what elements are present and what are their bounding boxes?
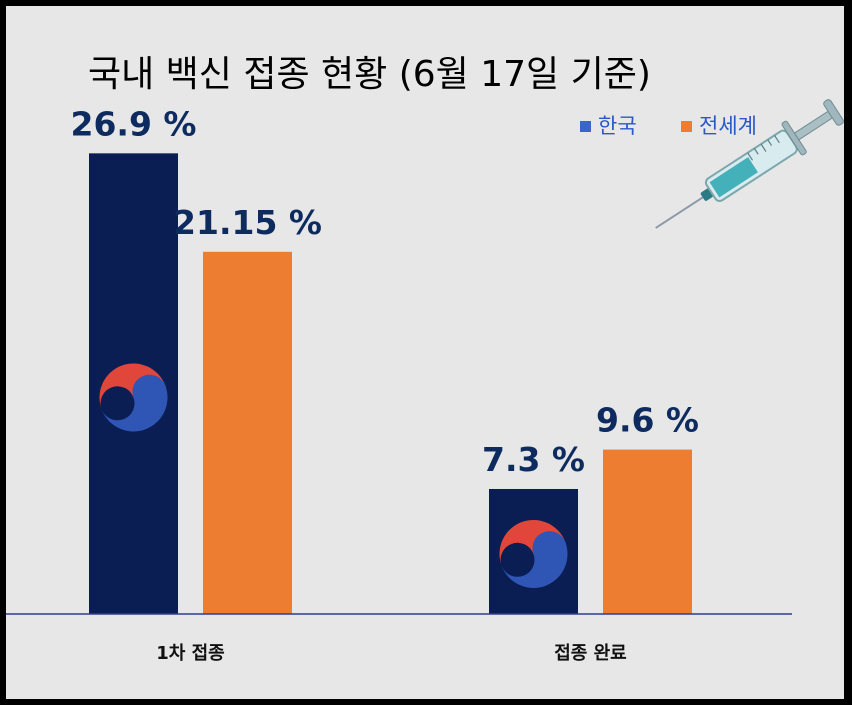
legend-swatch-0 — [580, 121, 591, 132]
bar-chart: 국내 백신 접종 현황 (6월 17일 기준) 한국 전세계 26.9 % 21.1… — [6, 54, 844, 664]
legend-label-1: 전세계 — [699, 114, 757, 138]
syringe-icon — [655, 99, 844, 229]
taegeuk-icon — [99, 363, 168, 432]
chart-panel: 국내 백신 접종 현황 (6월 17일 기준) 한국 전세계 26.9 % 21.1… — [6, 6, 844, 699]
bar-1-1 — [603, 449, 692, 614]
emblems-group — [99, 363, 568, 588]
category-label-1: 접종 완료 — [554, 643, 627, 664]
value-label-1-0: 21.15 % — [173, 203, 322, 242]
category-labels-group: 1차 접종 접종 완료 — [156, 643, 627, 664]
value-label-0-1: 7.3 % — [482, 440, 585, 479]
bar-1-0 — [203, 251, 292, 614]
legend-swatch-1 — [681, 121, 692, 132]
chart-title: 국내 백신 접종 현황 (6월 17일 기준) — [88, 54, 651, 95]
category-label-0: 1차 접종 — [156, 643, 224, 664]
value-labels-group: 26.9 % 21.15 % 7.3 % 9.6 % — [71, 104, 700, 479]
taegeuk-icon — [499, 520, 568, 588]
value-label-1-1: 9.6 % — [596, 401, 699, 440]
legend-label-0: 한국 — [598, 114, 637, 138]
value-label-0-0: 26.9 % — [71, 104, 197, 143]
legend: 한국 전세계 — [580, 114, 757, 138]
